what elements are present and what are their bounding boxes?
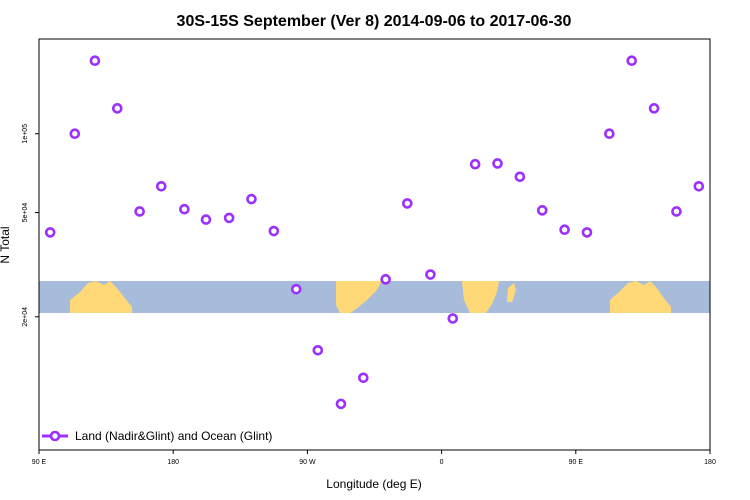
data-points: [44, 55, 705, 410]
data-point: [469, 158, 481, 170]
data-point: [693, 180, 705, 192]
data-point: [312, 344, 324, 356]
y-axis: 2e+04 5e+04 1e+05: [22, 124, 39, 327]
data-point: [671, 206, 682, 217]
y-tick-label: 2e+04: [22, 307, 29, 327]
data-point: [514, 171, 526, 183]
data-point: [335, 398, 347, 410]
world-map-band: [39, 281, 710, 313]
data-point: [111, 103, 123, 114]
land-australia-repeat: [610, 281, 671, 313]
data-point: [223, 212, 235, 224]
data-point: [290, 283, 302, 295]
data-point: [380, 274, 391, 285]
data-point: [134, 206, 145, 217]
x-tick-label: 180: [167, 459, 179, 466]
legend: Land (Nadir&Glint) and Ocean (Glint): [42, 429, 272, 443]
data-point: [447, 313, 459, 324]
y-tick-label: 1e+05: [22, 124, 29, 144]
land-south-america: [336, 281, 382, 313]
data-point: [425, 269, 436, 280]
legend-label: Land (Nadir&Glint) and Ocean (Glint): [75, 429, 272, 443]
plot-frame: [38, 38, 711, 451]
data-point: [648, 103, 660, 114]
data-point: [179, 203, 190, 215]
data-point: [536, 205, 548, 216]
data-point: [200, 214, 212, 225]
data-point: [358, 372, 369, 384]
x-tick-label: 90 W: [299, 459, 316, 466]
land-madagascar: [507, 283, 516, 302]
x-tick-label: 90 E: [569, 459, 584, 466]
x-tick-label: 0: [440, 459, 444, 466]
data-point: [626, 55, 638, 67]
x-axis-title: Longitude (deg E): [326, 477, 421, 491]
x-axis: 90 E 180 90 W 0 90 E 180: [32, 450, 716, 466]
x-tick-label: 180: [704, 459, 716, 466]
data-point: [402, 198, 413, 209]
chart-title: 30S-15S September (Ver 8) 2014-09-06 to …: [177, 13, 572, 30]
data-point: [246, 193, 257, 205]
data-point: [69, 128, 81, 140]
x-tick-label: 90 E: [32, 459, 47, 466]
data-point: [604, 128, 615, 140]
legend-marker-symbol: [49, 430, 61, 442]
data-point: [559, 224, 570, 236]
y-axis-title: N Total: [0, 226, 12, 263]
data-point: [581, 227, 593, 238]
data-point: [268, 225, 280, 237]
land-australia: [70, 281, 132, 313]
data-point: [492, 158, 503, 169]
land-africa: [462, 281, 499, 313]
data-point: [44, 227, 56, 238]
data-point: [89, 55, 101, 67]
y-tick-label: 5e+04: [22, 203, 29, 223]
data-point: [155, 180, 167, 192]
